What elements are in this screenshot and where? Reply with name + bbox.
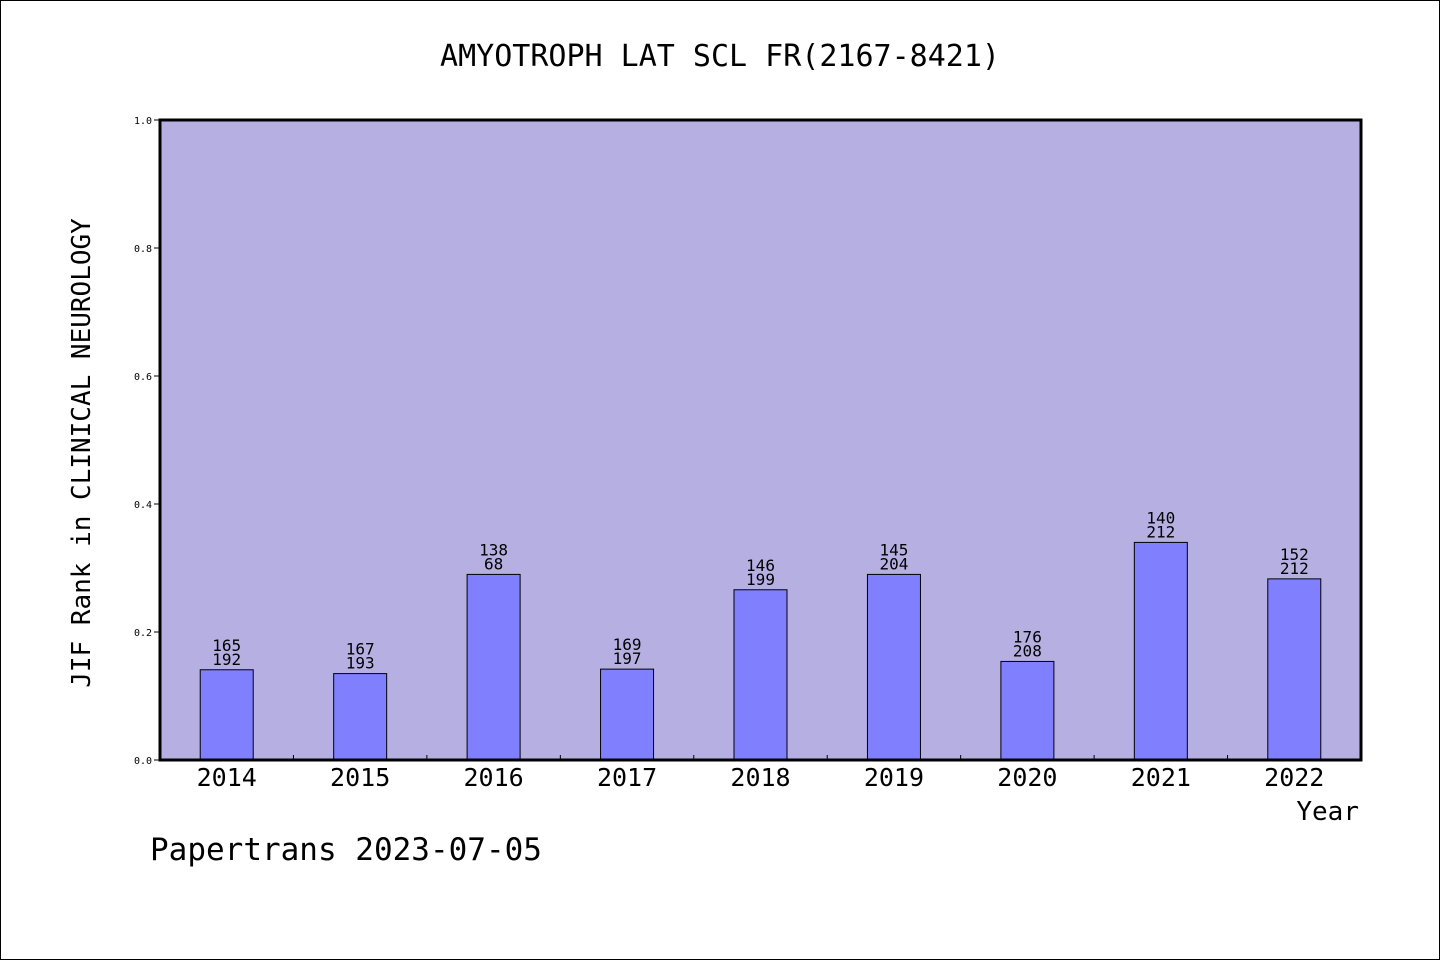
- bar-total-label: 199: [746, 570, 775, 589]
- y-tick-label: 1.0: [134, 116, 152, 127]
- y-tick-label: 0.4: [134, 500, 152, 511]
- y-tick-label: 0.0: [134, 756, 152, 767]
- x-tick-label: 2015: [330, 763, 390, 792]
- y-axis: 0.0 0.2 0.4 0.6 0.8 1.0: [134, 116, 160, 767]
- bar-2021: [1133, 541, 1188, 761]
- bar-total-label: 197: [613, 649, 642, 668]
- x-axis-label: Year: [1296, 797, 1359, 827]
- x-tick-label: 2022: [1264, 763, 1324, 792]
- bar-2017: [600, 668, 655, 761]
- bar-2018: [733, 589, 788, 761]
- bar-rank-label: 167: [346, 640, 375, 659]
- bar-2019: [866, 573, 921, 761]
- bar-2015: [333, 673, 388, 761]
- x-tick-label: 2014: [197, 763, 257, 792]
- plot-border: [158, 118, 1363, 762]
- bar-2020: [1000, 660, 1055, 761]
- chart-title: AMYOTROPH LAT SCL FR(2167-8421): [440, 39, 1000, 74]
- x-tick-label: 2018: [730, 763, 790, 792]
- x-tick-label: 2020: [997, 763, 1057, 792]
- y-tick-label: 0.6: [134, 372, 152, 383]
- bar-total-label: 212: [1280, 559, 1309, 578]
- bar-rank-label: 152: [1280, 545, 1309, 564]
- bar-total-label: 204: [879, 554, 908, 573]
- x-tick-label-group: 2014 2015 2016 2017 2018 2019 2020 2021 2022: [197, 763, 1325, 792]
- bar-rank-label: 138: [479, 540, 508, 559]
- bar-total-label: 193: [346, 654, 375, 673]
- bar-rank-label: 140: [1146, 508, 1175, 527]
- bar-total-label: 68: [484, 554, 503, 573]
- y-tick-label: 0.8: [134, 244, 152, 255]
- x-tick-label: 2016: [464, 763, 524, 792]
- bar-2014: [199, 669, 254, 761]
- bar-series: [199, 541, 1322, 761]
- bar-total-label: 192: [212, 650, 241, 669]
- bar-rank-label: 165: [212, 636, 241, 655]
- bar-2022: [1267, 578, 1322, 761]
- bar-rank-label: 169: [613, 635, 642, 654]
- bar-2016: [466, 573, 521, 761]
- x-tick-label: 2017: [597, 763, 657, 792]
- bar-total-label: 208: [1013, 641, 1042, 660]
- y-tick-label: 0.2: [134, 628, 152, 639]
- bar-rank-label: 176: [1013, 627, 1042, 646]
- bar-total-label: 212: [1146, 522, 1175, 541]
- bar-rank-label: 145: [879, 540, 908, 559]
- x-tick-label: 2019: [864, 763, 924, 792]
- x-tick-label: 2021: [1131, 763, 1191, 792]
- footer-credit: Papertrans 2023-07-05: [150, 832, 542, 868]
- y-axis-label: JIF Rank in CLINICAL NEUROLOGY: [67, 218, 97, 688]
- bar-rank-label: 146: [746, 556, 775, 575]
